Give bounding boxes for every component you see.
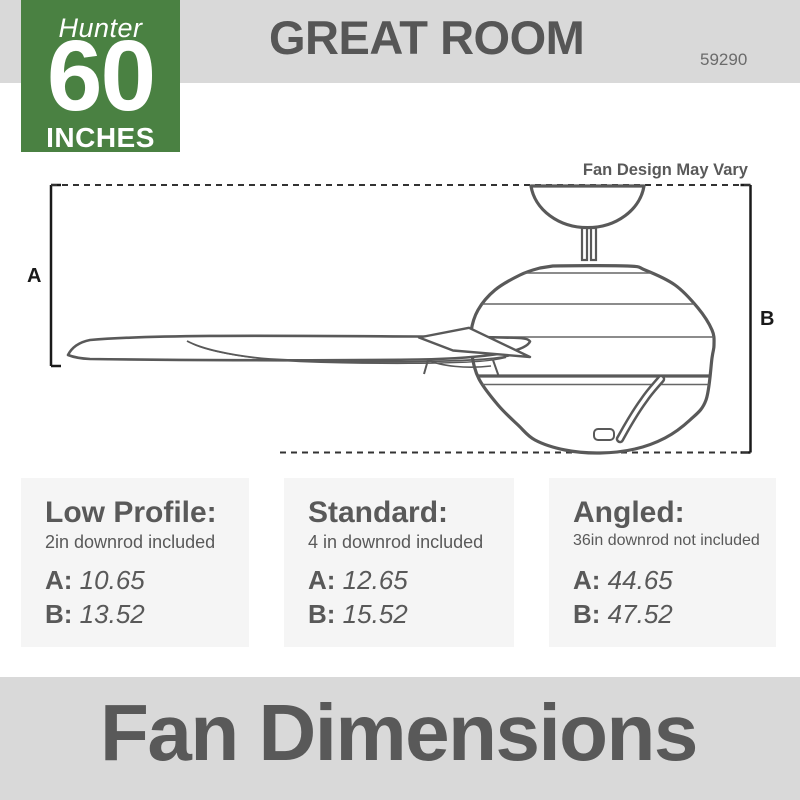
svg-text:Fan Design May Vary: Fan Design May Vary — [583, 161, 749, 179]
svg-text:A: A — [27, 265, 41, 287]
svg-text:B: B — [760, 308, 774, 330]
